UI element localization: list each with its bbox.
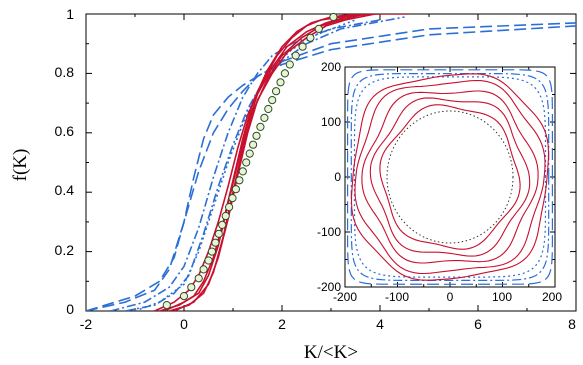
inset-red-contour [361,90,539,264]
x-tick-label: -2 [80,316,93,332]
data-marker [314,24,323,33]
inset-y-tick-label: -100 [317,225,341,239]
red-series-line [169,14,366,311]
blue-series-line [125,16,405,311]
main-axis-ticks [85,13,577,312]
inset-blue-contour [350,73,550,281]
data-marker [207,247,216,256]
data-marker [245,149,254,158]
y-tick-label: 1 [66,6,74,22]
data-marker [221,211,230,221]
data-marker [187,283,196,292]
y-axis-label: f(K) [10,149,31,182]
inset-contours [347,69,553,285]
blue-series-line [86,22,576,311]
data-marker [276,78,285,87]
inset-red-contour [379,104,521,250]
x-tick-label: 8 [568,316,576,332]
data-marker [329,12,338,22]
data-marker [235,176,244,185]
x-tick-label: 2 [278,316,286,332]
inset-y-tick-label: -200 [317,280,341,294]
data-marker [204,256,213,265]
data-marker [298,42,307,51]
data-marker [291,51,300,60]
x-tick-label: 6 [474,316,482,332]
inset-y-tick-label: 200 [321,60,341,74]
data-marker [228,194,237,203]
data-marker [252,131,261,140]
data-marker [179,292,189,301]
data-marker [306,33,315,42]
data-marker [280,69,289,78]
data-marker [260,113,269,123]
red-series-line [159,14,380,311]
data-marker [199,265,208,274]
data-marker [162,301,171,310]
y-tick-label: 0.4 [55,182,75,198]
inset-x-tick-label: -200 [333,290,357,304]
data-marker [285,60,294,69]
data-marker [225,203,234,212]
main-plot-markers [162,12,338,310]
data-marker [218,220,227,229]
main-plot-series [86,14,576,311]
blue-series-line [134,19,356,311]
data-marker [264,104,273,114]
data-marker [231,185,240,194]
y-tick-label: 0.6 [55,123,75,139]
data-marker [194,274,203,283]
y-tick-label: 0 [66,301,74,317]
data-marker [249,140,258,149]
inset-y-tick-label: 100 [321,115,341,129]
x-axis-label: K/<K> [304,342,358,363]
inset-red-contour [369,97,531,257]
red-series-line [173,14,376,311]
data-marker [214,229,223,238]
data-marker [211,238,220,247]
x-tick-label: 4 [376,316,384,332]
red-series-line [164,14,371,311]
blue-series-line [86,25,576,311]
y-tick-label: 0.8 [55,64,75,80]
inset-x-tick-label: -100 [385,290,409,304]
inset-x-tick-label: 100 [492,290,512,304]
data-marker [238,167,247,176]
data-marker [272,87,281,96]
x-tick-label: 0 [180,316,188,332]
inset-blue-contour [347,69,553,285]
inset-background [344,66,556,288]
inset-x-tick-label: 0 [447,290,454,304]
inset-x-tick-label: 200 [542,290,562,304]
data-marker [268,96,277,105]
inset-dotted-circle [386,110,514,244]
inset-red-contour [350,73,550,281]
data-marker [256,122,265,132]
inset-red-contour [354,79,546,275]
data-marker [242,158,251,167]
inset-y-tick-label: 0 [334,170,341,184]
y-tick-label: 0.2 [55,242,75,258]
